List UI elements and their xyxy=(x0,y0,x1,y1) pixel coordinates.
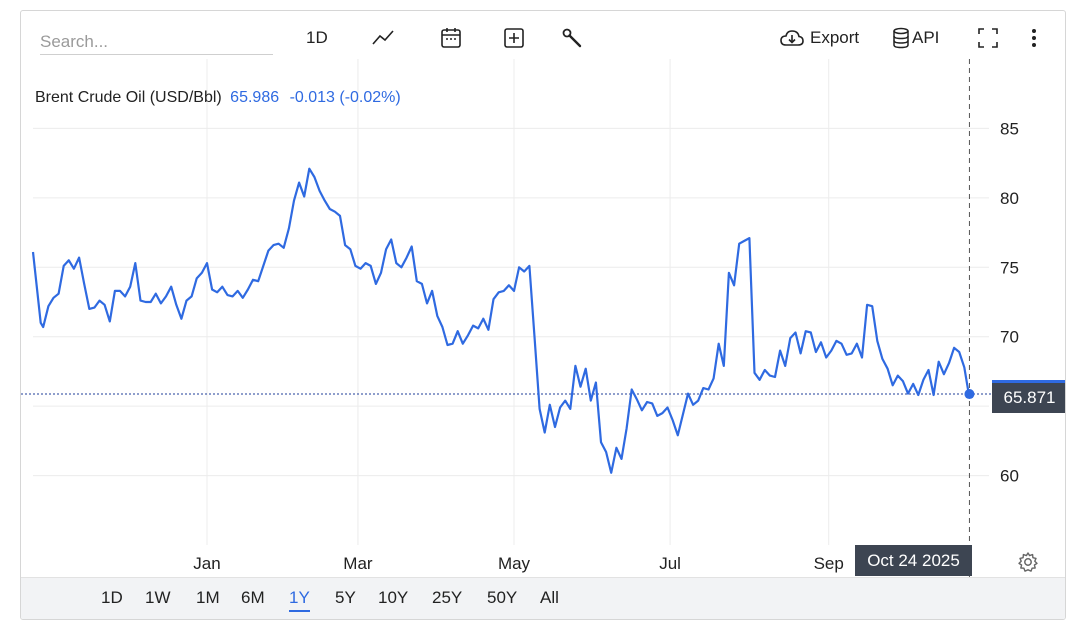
api-label: API xyxy=(912,28,940,47)
chart-widget: 1D Export API 60 70 75 80 85 Jan Mar May Jul Sep… xyxy=(20,10,1066,620)
x-tick-label: Mar xyxy=(343,554,373,573)
y-tick-label: 80 xyxy=(1000,189,1019,208)
add-compare-icon[interactable] xyxy=(503,23,525,53)
interval-button[interactable]: 1D xyxy=(306,23,328,53)
y-tick-label: 60 xyxy=(1000,467,1019,486)
export-button[interactable]: Export xyxy=(779,23,859,53)
range-10y-button[interactable]: 10Y xyxy=(378,588,409,607)
price-chart[interactable]: 60 70 75 80 85 Jan Mar May Jul Sep xyxy=(21,11,1066,577)
last-price-dot xyxy=(964,389,975,400)
line-chart-icon[interactable] xyxy=(371,23,397,53)
price-series-line xyxy=(31,167,971,474)
crosshair-date-tag: Oct 24 2025 xyxy=(855,545,972,576)
gear-icon[interactable] xyxy=(1017,551,1039,573)
range-50y-button[interactable]: 50Y xyxy=(487,588,518,607)
calendar-icon[interactable] xyxy=(440,23,462,53)
range-1y-button[interactable]: 1Y xyxy=(289,588,310,612)
search-input[interactable] xyxy=(40,27,273,55)
range-6m-button[interactable]: 6M xyxy=(241,588,265,607)
instrument-value: 65.986 xyxy=(230,89,280,106)
range-1d-button[interactable]: 1D xyxy=(101,588,123,607)
fullscreen-icon[interactable] xyxy=(977,23,999,53)
cloud-download-icon xyxy=(780,30,804,46)
y-tick-label: 75 xyxy=(1000,258,1019,277)
range-selector: 1D 1W 1M 6M 1Y 5Y 10Y 25Y 50Y All xyxy=(21,577,1065,619)
y-tick-label: 85 xyxy=(1000,119,1019,138)
range-25y-button[interactable]: 25Y xyxy=(432,588,463,607)
interval-label: 1D xyxy=(306,28,328,47)
range-all-button[interactable]: All xyxy=(540,588,559,607)
x-tick-label: Sep xyxy=(814,554,844,573)
x-tick-label: Jul xyxy=(659,554,681,573)
export-label: Export xyxy=(810,28,860,47)
api-button[interactable]: API xyxy=(892,23,939,53)
wrench-icon[interactable] xyxy=(561,23,583,53)
x-tick-label: Jan xyxy=(193,554,220,573)
y-tick-label: 70 xyxy=(1000,328,1019,347)
instrument-change: -0.013 (-0.02%) xyxy=(289,89,401,106)
more-vertical-icon[interactable] xyxy=(1029,23,1039,53)
database-icon xyxy=(893,27,909,49)
x-tick-label: May xyxy=(498,554,531,573)
range-1w-button[interactable]: 1W xyxy=(145,588,171,607)
instrument-name: Brent Crude Oil (USD/Bbl) xyxy=(35,89,222,106)
instrument-header: Brent Crude Oil (USD/Bbl) 65.986 -0.013 … xyxy=(35,89,401,107)
last-price-tag: 65.871 xyxy=(992,380,1065,413)
range-5y-button[interactable]: 5Y xyxy=(335,588,356,607)
range-1m-button[interactable]: 1M xyxy=(196,588,220,607)
